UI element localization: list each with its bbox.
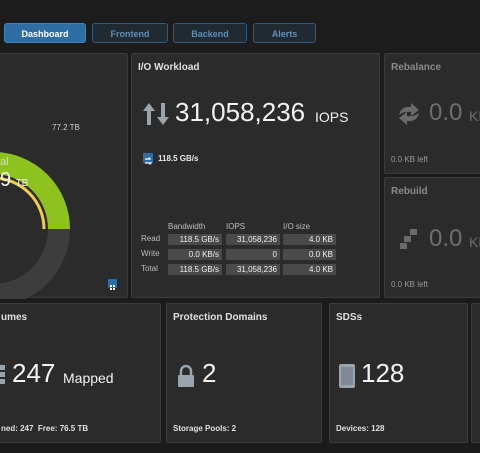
write-bandwidth: 0.0 KB/s — [168, 249, 222, 260]
write-io-size: 0.0 KB — [283, 249, 336, 260]
total-io-size: 4.0 KB — [283, 264, 336, 275]
up-down-arrows-icon — [143, 103, 169, 125]
tab-backend[interactable]: Backend — [173, 23, 247, 43]
col-header-io-size: I/O size — [283, 222, 311, 231]
rebuild-title: Rebuild — [391, 186, 428, 197]
row-label-read: Read — [141, 234, 161, 243]
rebuild-left: 0.0 KB left — [391, 280, 428, 289]
io-workload-panel: I/O Workload 31,058,236 IOPS 118.5 GB/s … — [131, 53, 380, 298]
storage-pools-count: Storage Pools: 2 — [173, 424, 237, 433]
rebuild-unit: KB — [469, 234, 480, 250]
volumes-panel: umes 247 Mapped ned: 247 Free: 76.5 TB — [0, 303, 161, 443]
rebuild-value: 0.0 — [429, 225, 463, 252]
capacity-ring-used — [0, 152, 70, 230]
rebuild-panel: Rebuild 0.0 KB 0.0 KB left — [384, 177, 480, 298]
sds-panel: SDSs 128 Devices: 128 — [329, 303, 468, 443]
volumes-title: umes — [1, 312, 28, 323]
volumes-suffix: Mapped — [63, 370, 114, 386]
rebalance-panel: Rebalance 0.0 KB 0.0 KB left — [384, 53, 480, 174]
capacity-center-label: al — [0, 156, 9, 168]
server-icon — [339, 364, 355, 388]
rebalance-icon — [399, 103, 419, 125]
next-panel-edge — [471, 303, 480, 443]
bandwidth-icon — [143, 153, 153, 165]
read-io-size: 4.0 KB — [283, 234, 336, 245]
bandwidth-value: 118.5 GB/s — [158, 154, 199, 163]
rebalance-left: 0.0 KB left — [391, 155, 428, 164]
col-header-bandwidth: Bandwidth — [168, 222, 206, 231]
grid-icon — [110, 285, 115, 290]
lock-icon — [178, 365, 194, 387]
capacity-panel: 77.2 TB al 9 TB — [0, 53, 128, 299]
tab-dashboard[interactable]: Dashboard — [4, 23, 86, 43]
rebalance-title: Rebalance — [391, 62, 442, 73]
transfer-icon — [145, 157, 153, 165]
total-iops: 31,058,236 — [226, 264, 280, 275]
protection-domains-value: 2 — [202, 358, 217, 388]
total-bandwidth: 118.5 GB/s — [168, 264, 222, 275]
io-workload-title: I/O Workload — [138, 62, 200, 73]
capacity-ring-inner — [0, 177, 46, 230]
capacity-unit: TB — [15, 178, 29, 189]
iops-value: 31,058,236 — [175, 97, 306, 127]
tab-frontend[interactable]: Frontend — [92, 23, 168, 43]
read-bandwidth: 118.5 GB/s — [168, 234, 222, 245]
capacity-marker-label: 77.2 TB — [52, 123, 80, 132]
iops-unit: IOPS — [315, 109, 349, 125]
volumes-footer: ned: 247 Free: 76.5 TB — [1, 424, 89, 433]
capacity-donut — [0, 152, 70, 299]
expand-icon[interactable] — [108, 279, 117, 290]
read-iops: 31,058,236 — [226, 234, 280, 245]
write-iops: 0 — [226, 249, 280, 260]
rebalance-value: 0.0 — [429, 99, 463, 126]
rebuild-blocks-icon — [400, 229, 417, 249]
sds-title: SDSs — [336, 312, 363, 323]
volume-icon — [0, 365, 5, 384]
volumes-value: 247 — [12, 358, 56, 388]
sds-value: 128 — [361, 358, 405, 388]
capacity-center-value: 9 TB — [0, 169, 28, 192]
rebalance-unit: KB — [469, 108, 480, 124]
devices-count: Devices: 128 — [336, 424, 385, 433]
protection-domains-title: Protection Domains — [173, 312, 268, 323]
row-label-total: Total — [141, 264, 158, 273]
col-header-iops: IOPS — [226, 222, 246, 231]
row-label-write: Write — [141, 249, 160, 258]
capacity-value: 9 — [0, 169, 12, 191]
protection-domains-panel: Protection Domains 2 Storage Pools: 2 — [166, 303, 322, 443]
tab-alerts[interactable]: Alerts — [253, 23, 316, 43]
